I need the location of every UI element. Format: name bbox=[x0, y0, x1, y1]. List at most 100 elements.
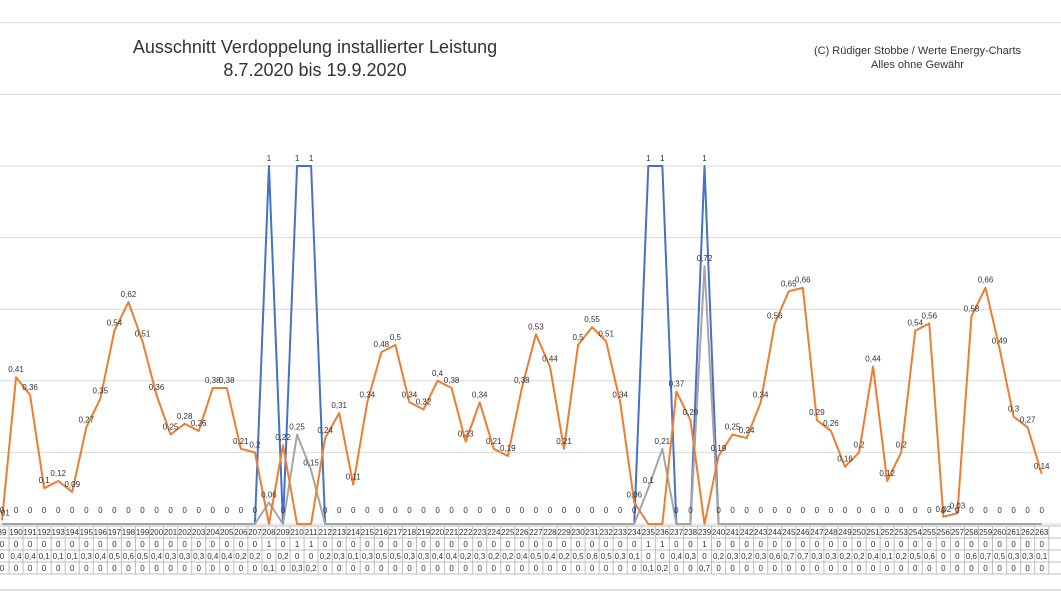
x-tick-label: 220 bbox=[431, 528, 445, 537]
data-label-orange: 0,11 bbox=[346, 473, 362, 482]
table-cell: 0 bbox=[56, 564, 61, 573]
table-cell: 0 bbox=[604, 540, 609, 549]
table-cell: 0 bbox=[843, 540, 848, 549]
table-cell: 0 bbox=[829, 564, 834, 573]
data-label-blue: 0 bbox=[618, 506, 623, 515]
data-label-orange: 0,27 bbox=[79, 415, 95, 424]
table-cell: 0 bbox=[168, 564, 173, 573]
data-label-blue: 0 bbox=[983, 506, 988, 515]
data-label-blue: 0 bbox=[140, 506, 145, 515]
data-label-blue: 0 bbox=[365, 506, 370, 515]
table-cell: 0 bbox=[941, 540, 946, 549]
data-label-orange: 0,56 bbox=[767, 312, 783, 321]
table-cell: 0 bbox=[84, 564, 89, 573]
table-cell: 0 bbox=[379, 564, 384, 573]
table-cell: 0,6 bbox=[769, 552, 781, 561]
table-cell: 0 bbox=[885, 540, 890, 549]
data-label-blue: 0 bbox=[674, 506, 679, 515]
table-cell: 0 bbox=[492, 564, 497, 573]
table-cell: 0,1 bbox=[348, 552, 360, 561]
x-tick-label: 244 bbox=[768, 528, 782, 537]
data-label-orange: 0,5 bbox=[390, 333, 402, 342]
table-cell: 0 bbox=[576, 564, 581, 573]
table-cell: 0 bbox=[112, 564, 117, 573]
table-cell: 0 bbox=[239, 564, 244, 573]
table-cell: 0 bbox=[927, 564, 932, 573]
table-cell: 0,2 bbox=[713, 552, 725, 561]
x-tick-label: 206 bbox=[234, 528, 248, 537]
table-cell: 0 bbox=[196, 564, 201, 573]
table-cell: 0 bbox=[407, 540, 412, 549]
table-cell: 0 bbox=[337, 564, 342, 573]
data-label-orange: 0,24 bbox=[739, 426, 755, 435]
table-cell: 0 bbox=[1011, 540, 1016, 549]
table-cell: 0 bbox=[393, 540, 398, 549]
table-cell: 0,4 bbox=[671, 552, 683, 561]
x-tick-label: 209 bbox=[276, 528, 290, 537]
x-tick-label: 198 bbox=[122, 528, 136, 537]
data-label-blue: 0 bbox=[182, 506, 187, 515]
x-tick-label: 241 bbox=[726, 528, 740, 537]
data-label-blue: 0 bbox=[379, 506, 384, 515]
data-label-orange: 0,44 bbox=[542, 354, 558, 363]
table-cell: 0 bbox=[618, 540, 623, 549]
table-cell: 0 bbox=[857, 564, 862, 573]
data-label-blue: 0 bbox=[801, 506, 806, 515]
table-cell: 0,3 bbox=[418, 552, 430, 561]
x-tick-label: 208 bbox=[262, 528, 276, 537]
table-cell: 0 bbox=[801, 564, 806, 573]
data-label-blue: 0 bbox=[351, 506, 356, 515]
table-cell: 0,4 bbox=[516, 552, 528, 561]
x-tick-label: 89 bbox=[0, 528, 7, 537]
data-label-orange: 0,51 bbox=[598, 329, 614, 338]
table-cell: 0 bbox=[688, 540, 693, 549]
x-tick-label: 236 bbox=[656, 528, 670, 537]
x-tick-label: 212 bbox=[318, 528, 332, 537]
data-label-blue: 0 bbox=[955, 506, 960, 515]
table-cell: 0,4 bbox=[151, 552, 163, 561]
table-cell: 0 bbox=[1039, 540, 1044, 549]
table-cell: 0,5 bbox=[137, 552, 149, 561]
x-tick-label: 210 bbox=[290, 528, 304, 537]
data-label-orange: 0,34 bbox=[360, 390, 376, 399]
data-label-orange: 0,54 bbox=[107, 319, 123, 328]
table-cell: 0 bbox=[112, 540, 117, 549]
table-cell: 0 bbox=[323, 540, 328, 549]
table-cell: 0 bbox=[730, 540, 735, 549]
table-cell: 0 bbox=[281, 564, 286, 573]
data-label-gray: 0,1 bbox=[643, 476, 655, 485]
table-cell: 0 bbox=[393, 564, 398, 573]
x-tick-label: 231 bbox=[585, 528, 599, 537]
x-tick-label: 200 bbox=[150, 528, 164, 537]
x-tick-label: 218 bbox=[403, 528, 417, 537]
x-tick-label: 217 bbox=[389, 528, 403, 537]
x-tick-label: 237 bbox=[670, 528, 684, 537]
table-cell: 0,2 bbox=[839, 552, 851, 561]
table-cell: 0,2 bbox=[896, 552, 908, 561]
table-cell: 0 bbox=[337, 540, 342, 549]
table-cell: 0 bbox=[182, 564, 187, 573]
data-label-orange: 0,36 bbox=[149, 383, 165, 392]
table-cell: 0 bbox=[520, 564, 525, 573]
data-label-blue: 0 bbox=[84, 506, 89, 515]
data-label-orange: 0,34 bbox=[472, 390, 488, 399]
data-label-blue: 0 bbox=[407, 506, 412, 515]
table-cell: 0,3 bbox=[1022, 552, 1034, 561]
table-cell: 0 bbox=[997, 540, 1002, 549]
table-cell: 0 bbox=[42, 540, 47, 549]
table-cell: 0 bbox=[744, 540, 749, 549]
table-cell: 0 bbox=[702, 552, 707, 561]
data-label-orange: 0,01 bbox=[0, 508, 10, 517]
table-cell: 0 bbox=[955, 540, 960, 549]
x-tick-label: 246 bbox=[796, 528, 810, 537]
table-cell: 0,2 bbox=[741, 552, 753, 561]
data-label-orange: 0,34 bbox=[612, 390, 628, 399]
data-label-blue: 1 bbox=[267, 154, 272, 163]
table-cell: 0,4 bbox=[432, 552, 444, 561]
x-tick-label: 196 bbox=[94, 528, 108, 537]
table-cell: 0 bbox=[885, 564, 890, 573]
data-label-orange: 0,3 bbox=[1008, 405, 1020, 414]
data-label-orange: 0,31 bbox=[331, 401, 347, 410]
table-cell: 0 bbox=[421, 540, 426, 549]
data-label-orange: 0,66 bbox=[978, 276, 994, 285]
